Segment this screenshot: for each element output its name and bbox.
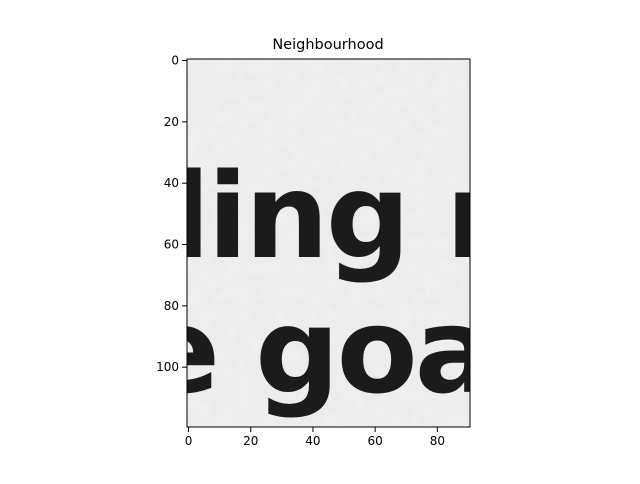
x-tick-label: 20 [243,434,258,448]
y-tick-label: 60 [164,238,179,252]
y-tick-label: 20 [164,115,179,129]
x-tick-label: 80 [430,434,445,448]
y-tick-label: 100 [156,360,179,374]
y-tick-label: 80 [164,299,179,313]
scanned-text-line-2: e goal [140,282,529,420]
x-axis: 0 20 40 60 80 [185,427,445,448]
y-axis: 0 20 40 60 80 100 [156,54,187,374]
x-tick-label: 0 [185,434,193,448]
y-tick-label: 0 [171,54,179,68]
x-tick-label: 60 [368,434,383,448]
x-tick-label: 40 [305,434,320,448]
image-plot: ding re e goal 0 20 40 60 80 0 20 40 60 80 100 [126,54,578,448]
paper-grain [187,59,470,427]
scanned-text-line-1: ding re [126,147,578,285]
y-tick-label: 40 [164,176,179,190]
axes-frame [186,58,471,428]
chart-title: Neighbourhood [272,37,383,53]
